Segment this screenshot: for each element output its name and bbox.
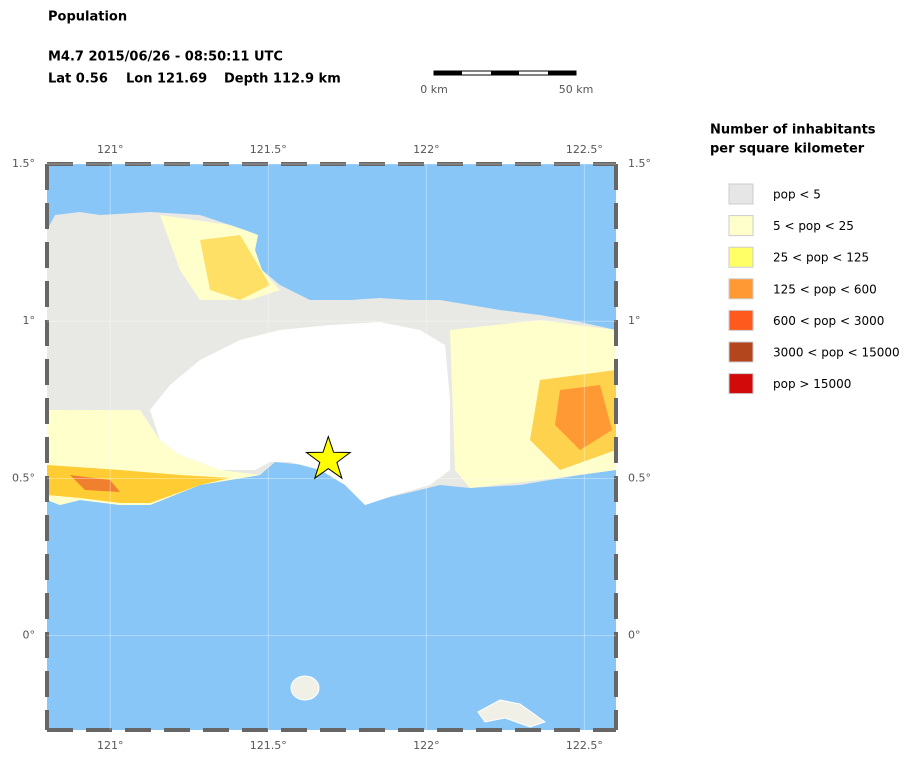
x-tick-label: 121° bbox=[97, 143, 124, 156]
legend-swatch bbox=[728, 341, 754, 363]
y-tick-label: 0° bbox=[23, 629, 36, 642]
legend-label: pop < 5 bbox=[773, 188, 821, 202]
y-tick-label: 0° bbox=[628, 629, 641, 642]
legend-label: pop > 15000 bbox=[773, 377, 851, 391]
x-tick-label: 121° bbox=[97, 739, 124, 752]
y-tick-label: 0.5° bbox=[628, 471, 651, 484]
legend-title: per square kilometer bbox=[710, 142, 865, 157]
legend-swatch bbox=[728, 278, 754, 300]
scale-bar bbox=[433, 70, 577, 76]
legend-title: Number of inhabitants bbox=[710, 123, 876, 138]
x-tick-label: 121.5° bbox=[250, 143, 287, 156]
y-tick-label: 1° bbox=[628, 314, 641, 327]
scale-start: 0 km bbox=[420, 83, 448, 96]
x-tick-label: 122° bbox=[413, 739, 440, 752]
title: Population bbox=[48, 10, 127, 25]
legend-label: 600 < pop < 3000 bbox=[773, 314, 884, 328]
x-tick-label: 122° bbox=[413, 143, 440, 156]
x-tick-label: 122.5° bbox=[566, 739, 603, 752]
legend-swatch bbox=[728, 373, 754, 395]
y-tick-label: 1° bbox=[23, 314, 36, 327]
legend-label: 25 < pop < 125 bbox=[773, 251, 869, 265]
y-tick-label: 0.5° bbox=[12, 471, 35, 484]
legend-swatch bbox=[728, 215, 754, 237]
event-lat: Lat 0.56 bbox=[48, 72, 108, 87]
event-depth: Depth 112.9 km bbox=[224, 72, 341, 87]
y-tick-label: 1.5° bbox=[12, 157, 35, 170]
x-tick-label: 122.5° bbox=[566, 143, 603, 156]
y-tick-label: 1.5° bbox=[628, 157, 651, 170]
x-tick-label: 121.5° bbox=[250, 739, 287, 752]
event-line: M4.7 2015/06/26 - 08:50:11 UTC bbox=[48, 50, 283, 65]
epicenter bbox=[305, 435, 352, 480]
scale-end: 50 km bbox=[559, 83, 594, 96]
legend-label: 5 < pop < 25 bbox=[773, 219, 854, 233]
legend-label: 3000 < pop < 15000 bbox=[773, 346, 900, 360]
legend-swatch bbox=[728, 183, 754, 205]
legend-label: 125 < pop < 600 bbox=[773, 282, 877, 296]
legend-swatch bbox=[728, 309, 754, 331]
event-lon: Lon 121.69 bbox=[126, 72, 207, 87]
legend-swatch bbox=[728, 246, 754, 268]
